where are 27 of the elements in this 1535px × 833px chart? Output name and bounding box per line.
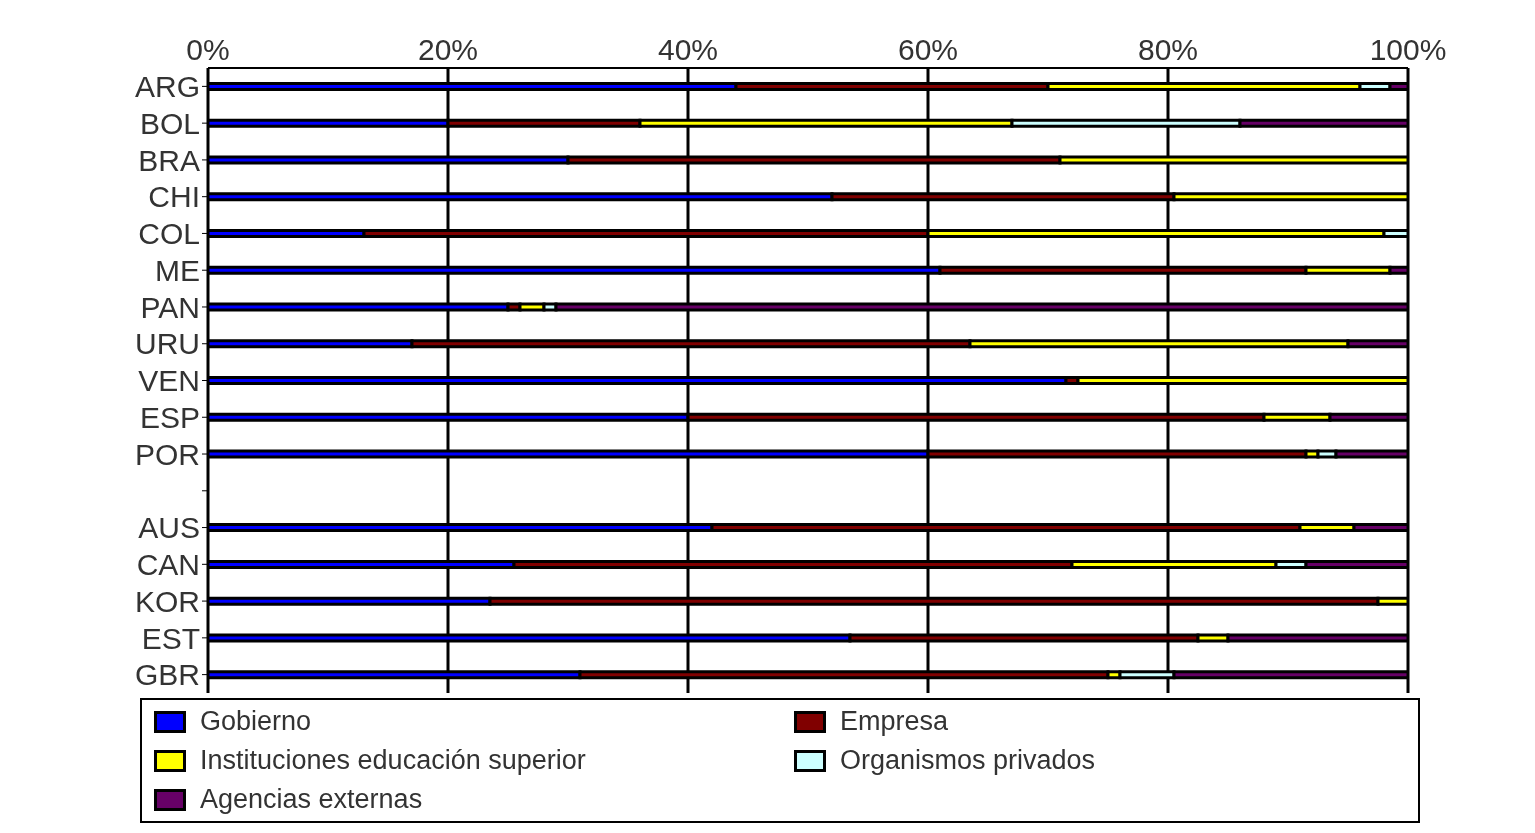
y-tick-label: COL	[138, 217, 200, 251]
y-tick-label: PAN	[140, 290, 200, 324]
y-tick-label: ME	[155, 253, 200, 287]
y-tick-label: GBR	[134, 658, 200, 692]
x-tick-label: 100%	[1369, 33, 1447, 66]
y-tick-label: BOL	[139, 106, 200, 140]
x-tick-label: 60%	[897, 33, 959, 66]
y-tick-label: KOR	[134, 584, 200, 618]
y-tick-label: CAN	[136, 547, 200, 581]
x-tick-label: 40%	[657, 33, 719, 66]
y-tick-label: ESP	[139, 400, 200, 434]
y-tick-label: POR	[134, 437, 200, 471]
y-tick-label: EST	[141, 621, 200, 655]
legend-label: Gobierno	[200, 706, 312, 737]
legend-label: Organismos privados	[840, 745, 1096, 776]
legend-label: Instituciones educación superior	[200, 745, 586, 776]
x-tick-label: 20%	[417, 33, 479, 66]
y-tick-label: VEN	[138, 364, 200, 398]
y-tick-label: BRA	[138, 143, 200, 177]
x-tick-label: 0%	[186, 33, 230, 66]
y-tick-label: URU	[135, 327, 200, 361]
y-tick-label: AUS	[138, 511, 200, 545]
legend-label: Empresa	[840, 706, 949, 737]
x-tick-label: 80%	[1137, 33, 1199, 66]
y-tick-label: ARG	[134, 70, 200, 104]
legend-label: Agencias externas	[200, 784, 423, 815]
y-tick-label: CHI	[148, 180, 200, 214]
